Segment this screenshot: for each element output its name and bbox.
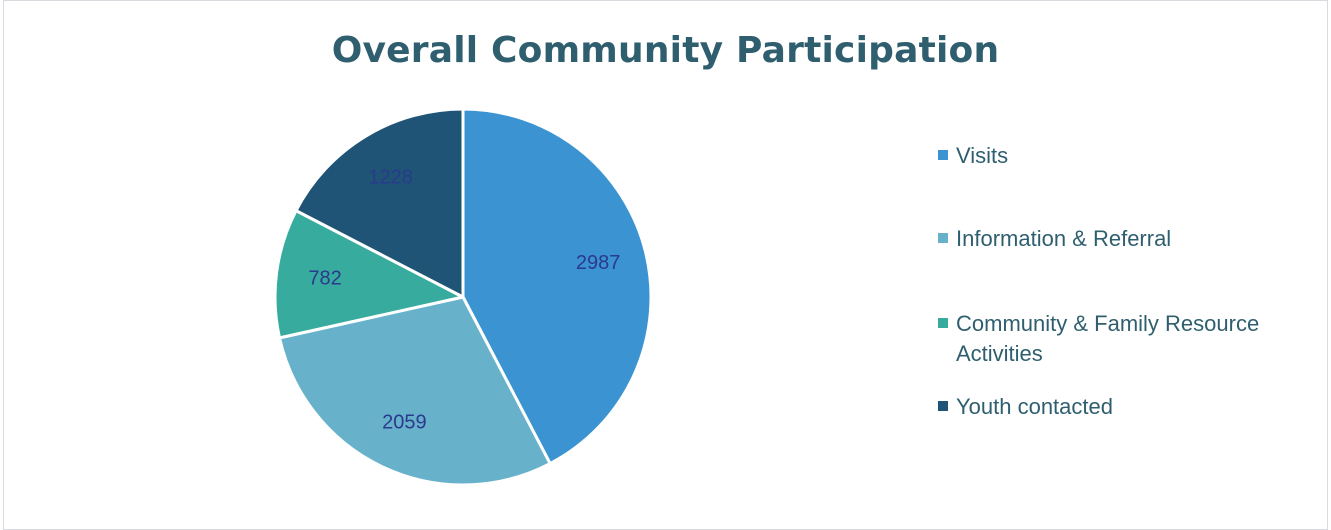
- chart-frame: [3, 0, 1328, 530]
- legend: Visits Information & Referral Community …: [938, 0, 1328, 510]
- data-label-community-family-resource: 782: [308, 267, 341, 289]
- legend-swatch-information-referral: [938, 233, 948, 243]
- pie-chart: 2987 2059 782 1228: [273, 107, 653, 487]
- legend-label-community-family-resource: Community & Family Resource Activities: [956, 311, 1260, 366]
- legend-item-visits: Visits: [938, 141, 1316, 171]
- pie-slices: [273, 107, 653, 487]
- pie-slice-community-family-resource: [273, 209, 465, 340]
- legend-label-visits: Visits: [956, 143, 1009, 168]
- legend-label-information-referral: Information & Referral: [956, 226, 1172, 251]
- legend-item-community-family-resource: Community & Family Resource Activities: [938, 309, 1326, 369]
- data-label-visits: 2987: [576, 252, 621, 274]
- legend-swatch-visits: [938, 150, 948, 160]
- pie-slice-information-referral: [277, 295, 552, 487]
- legend-item-information-referral: Information & Referral: [938, 224, 1316, 254]
- data-label-information-referral: 2059: [382, 411, 427, 433]
- legend-item-youth-contacted: Youth contacted: [938, 392, 1316, 422]
- chart-title: Overall Community Participation: [331, 30, 1000, 71]
- pie-slice-youth-contacted: [294, 107, 465, 299]
- data-label-youth-contacted: 1228: [368, 166, 413, 188]
- legend-swatch-community-family-resource: [938, 318, 948, 328]
- pie-data-labels: 2987 2059 782 1228: [308, 166, 620, 433]
- pie-slice-visits: [461, 107, 653, 466]
- legend-label-youth-contacted: Youth contacted: [956, 394, 1113, 419]
- legend-swatch-youth-contacted: [938, 401, 948, 411]
